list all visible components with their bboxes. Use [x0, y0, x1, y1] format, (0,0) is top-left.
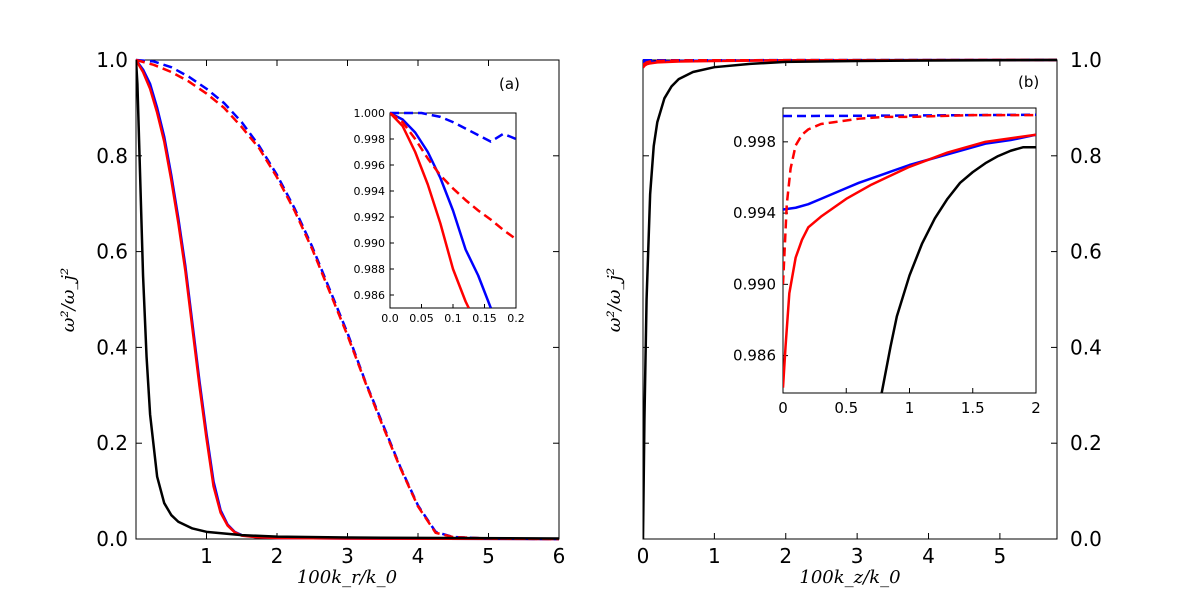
panel-b-ytick-label: 0.6 — [1070, 240, 1102, 264]
panel-b-inset-xtick-label: 2 — [1031, 399, 1041, 417]
panel-b-series-red-dashed — [643, 58, 1057, 66]
panel-a-ytick-label: 0.0 — [96, 527, 128, 551]
panel-b-inset-series — [783, 113, 1036, 393]
panel-b-inset-series-red-solid — [783, 133, 1036, 388]
panel-a-inset-series — [390, 111, 516, 308]
panel-b: 0 1 2 3 4 50.00.20.40.60.81.0 0 0.5 1 1.5 20.9860… — [604, 48, 1102, 588]
panel-a-inset-xtick-label: 0.05 — [409, 312, 434, 325]
panel-a-xtick-label: 2 — [271, 544, 284, 568]
panel-a-ytick-label: 0.2 — [96, 431, 128, 455]
panel-b-inset-ytick-label: 0.994 — [733, 204, 776, 222]
panel-a-inset-ytick-label: 0.998 — [354, 133, 386, 146]
panel-a-ytick-label: 0.4 — [96, 335, 128, 359]
panel-a-inset-xtick-label: 0.15 — [472, 312, 497, 325]
panel-a-xtick-label: 1 — [200, 544, 213, 568]
panel-a-series-black-solid — [136, 59, 559, 540]
panel-a-ticks: 1 2 3 4 5 6 0.0 0.2 0.4 0.6 0.8 1.0 — [96, 48, 565, 568]
panel-b-inset-xtick-label: 0 — [778, 399, 788, 417]
panel-b-ytick-label: 0.2 — [1070, 431, 1102, 455]
panel-a-ytick-label: 0.6 — [96, 240, 128, 264]
panel-b-inset-xtick-label: 1 — [905, 399, 915, 417]
panel-a-xtick-label: 5 — [482, 544, 495, 568]
panel-b-xtick-label: 5 — [994, 544, 1007, 568]
panel-a-inset-series-red-solid — [390, 112, 470, 308]
panel-a-inset-ytick-label: 1.000 — [354, 107, 386, 120]
panel-b-label: (b) — [1018, 73, 1039, 91]
panel-b-xtick-label: 4 — [922, 544, 935, 568]
panel-b-inset-ytick-label: 0.990 — [733, 275, 776, 293]
panel-b-inset-series-black-solid — [880, 145, 1036, 393]
panel-a-inset-ytick-label: 0.988 — [354, 263, 386, 276]
panel-b-xlabel: 100k_z/k_0 — [799, 567, 900, 588]
panel-a-inset-series-blue-solid — [390, 111, 492, 308]
panel-a-xlabel: 100k_r/k_0 — [297, 567, 397, 588]
panel-a-inset-ytick-label: 0.986 — [354, 289, 386, 302]
panel-b-inset-series-red-dashed — [783, 113, 1036, 285]
panel-a-inset-ytick-label: 0.992 — [354, 211, 386, 224]
panel-a-xtick-label: 3 — [341, 544, 354, 568]
panel-a: 1 2 3 4 5 60.00.20.40.60.81.0 0.0 0.05 0.1 0.15 0… — [58, 48, 565, 588]
panel-a-series — [136, 58, 559, 541]
panel-b-inset-ticks: 0 0.5 1 1.5 2 0.986 0.990 0.994 0.998 — [733, 133, 1041, 417]
panel-a-inset-xtick-label: 0.1 — [444, 312, 462, 325]
panel-b-inset-ytick-label: 0.998 — [733, 133, 776, 151]
panel-b-ytick-label: 1.0 — [1070, 48, 1102, 72]
panel-a-ytick-label: 0.8 — [96, 144, 128, 168]
panel-b-inset-series-blue-dashed — [783, 113, 1036, 118]
panel-a-series-red-dashed — [136, 58, 559, 541]
panel-b-ytick-label: 0.8 — [1070, 144, 1102, 168]
panel-b-xtick-label: 0 — [637, 544, 650, 568]
panel-a-label: (a) — [499, 75, 520, 93]
panel-a-ytick-label: 1.0 — [96, 48, 128, 72]
panel-a-inset-xtick-label: 0.2 — [507, 312, 525, 325]
panel-a-xtick-label: 6 — [553, 544, 566, 568]
panel-a-xtick-label: 4 — [412, 544, 425, 568]
panel-b-ylabel: ω²/ω_j² — [604, 268, 625, 332]
panel-a-inset-ytick-label: 0.996 — [354, 159, 386, 172]
panel-a-inset-ytick-label: 0.994 — [354, 185, 386, 198]
panel-a-inset-ytick-label: 0.990 — [354, 237, 386, 250]
panel-a-inset-xtick-label: 0.0 — [381, 312, 399, 325]
panel-b-xtick-label: 3 — [851, 544, 864, 568]
panel-b-xtick-label: 2 — [779, 544, 792, 568]
panel-b-series-black-solid — [643, 58, 1057, 540]
panel-a-ylabel: ω²/ω_j² — [58, 268, 79, 332]
panel-b-ytick-label: 0.0 — [1070, 527, 1102, 551]
panel-a-inset-ticks: 0.0 0.05 0.1 0.15 0.2 0.986 0.988 0.990 0.992 0.9… — [354, 107, 525, 325]
panel-b-inset-ytick-label: 0.986 — [733, 347, 776, 365]
panel-b-inset-frame — [782, 107, 1037, 394]
panel-a-inset-series-red-dashed — [390, 111, 516, 241]
panel-b-inset-xtick-label: 0.5 — [834, 399, 858, 417]
panel-b-inset-xtick-label: 1.5 — [961, 399, 985, 417]
panel-b-series — [643, 58, 1057, 540]
panel-b-ytick-label: 0.4 — [1070, 335, 1102, 359]
panel-b-inset-series-blue-solid — [783, 133, 1036, 211]
panel-a-inset-series-blue-dashed — [390, 111, 516, 143]
panel-b-xtick-label: 1 — [708, 544, 721, 568]
panel-b-ticks: 0 1 2 3 4 5 0.0 0.2 0.4 0.6 0.8 1.0 — [637, 48, 1102, 568]
